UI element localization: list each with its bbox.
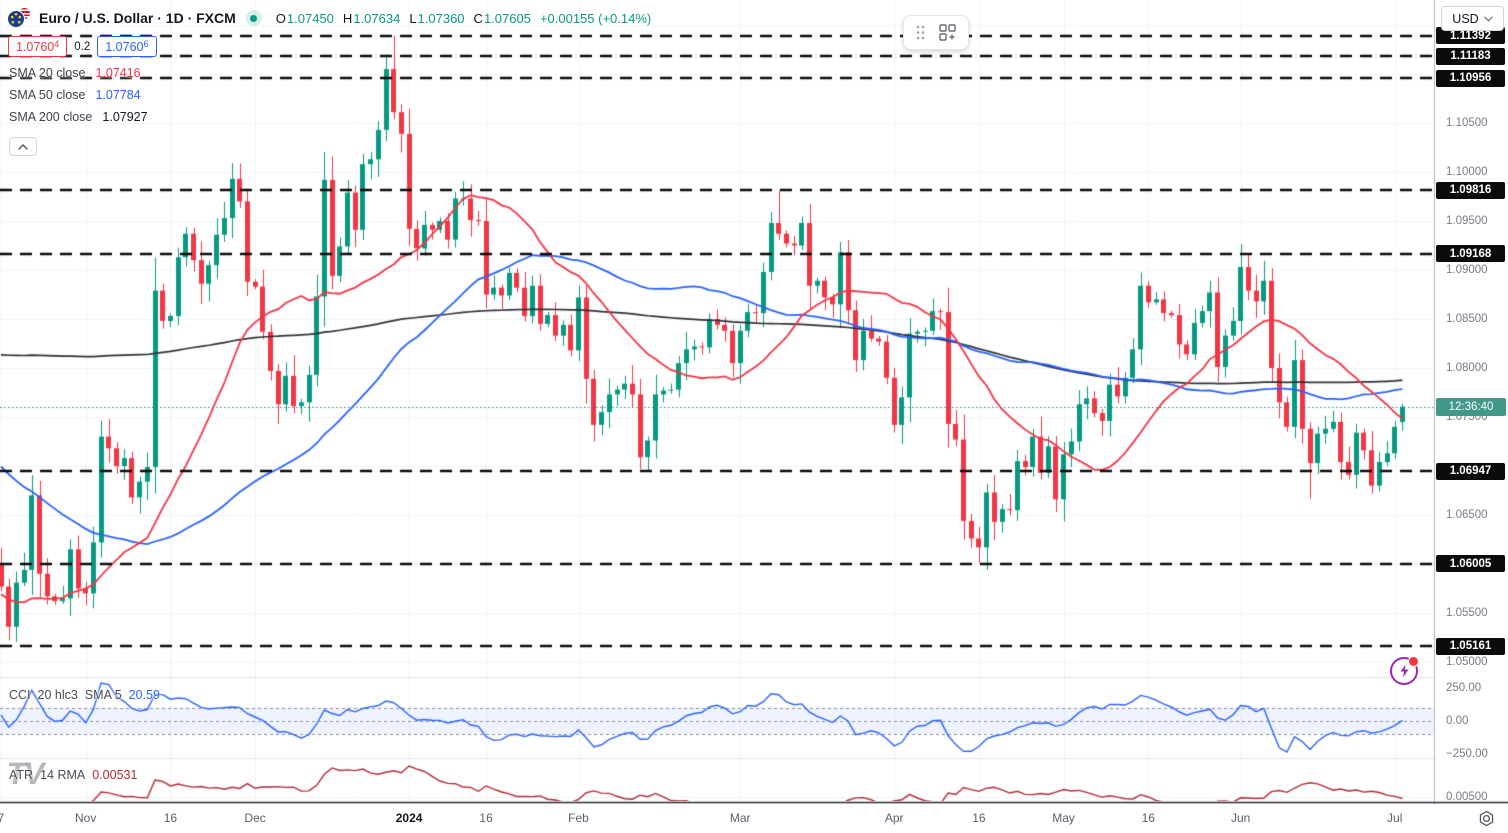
price-tick: 1.08500	[1446, 313, 1488, 325]
time-tick: 16	[1141, 811, 1155, 825]
price-tick: 1.10500	[1446, 117, 1488, 129]
atr-label: ATR	[9, 768, 34, 782]
price-scale[interactable]: 1.10500 1.10000 1.09500 1.09000 1.08500 1.080…	[1434, 0, 1508, 803]
legend-row-sma20[interactable]: SMA 20 close 1.07416	[9, 66, 148, 80]
sell-price-button[interactable]: 1.0760 4	[8, 36, 68, 57]
ask-price: 1.0760	[105, 39, 144, 54]
time-tick: 16	[163, 811, 178, 825]
time-tick: Jul	[1387, 811, 1403, 825]
price-tick: 1.05000	[1446, 656, 1488, 668]
ohlc-item: L 1.07360	[409, 10, 465, 26]
axis-settings-button[interactable]	[1476, 808, 1496, 828]
ohlc-values: O 1.07450 H 1.07634 L 1.07360 C 1.07605 +0.00155…	[276, 11, 651, 26]
gear-hexagon-icon	[1479, 810, 1493, 826]
time-tick: Mar	[729, 811, 751, 825]
lightning-icon	[1400, 664, 1408, 678]
sma200-label: SMA 200 close	[9, 110, 93, 124]
price-tick: 1.09500	[1446, 215, 1488, 227]
time-tick: 7	[0, 811, 5, 825]
notification-dot	[1408, 656, 1419, 667]
atr-indicator-row[interactable]: ATR 14 RMA 0.00531	[9, 768, 137, 782]
sma200-value: 1.07927	[102, 110, 148, 124]
symbol-title[interactable]: Euro / U.S. Dollar · 1D · FXCM	[39, 10, 236, 26]
cci-value: 20.59	[128, 688, 160, 702]
spread-value: 0.2	[74, 40, 91, 53]
ohlc-item: O 1.07450	[275, 10, 334, 26]
time-tick: Nov	[75, 811, 97, 825]
currency-label: USD	[1452, 11, 1479, 26]
quick-actions-lightning-button[interactable]	[1390, 656, 1419, 685]
cci-tick: −250.00	[1446, 748, 1488, 760]
chevron-up-icon	[18, 143, 28, 150]
symbol-icon-eurusd[interactable]	[8, 8, 31, 28]
cci-params: 20 hlc3	[37, 688, 78, 702]
legend-collapse-button[interactable]	[9, 137, 37, 156]
ask-price-pip: 6	[143, 39, 149, 49]
bid-price: 1.0760	[16, 39, 55, 54]
price-tick: 1.06500	[1446, 509, 1488, 521]
price-level-label: 1.10956	[1436, 69, 1505, 87]
price-tick: 1.09000	[1446, 264, 1488, 276]
cci-indicator-row[interactable]: CCI 20 hlc3 SMA 5 20.59	[9, 688, 160, 702]
time-tick: 2024	[395, 811, 423, 825]
time-tick: 16	[479, 811, 493, 825]
price-tick: 1.05500	[1446, 607, 1488, 619]
time-scale[interactable]: 7 Nov 16 Dec 2024 16 Feb Mar Apr 16 May 16 Jun Jul	[0, 804, 1508, 833]
price-level-label: 1.09816	[1436, 181, 1505, 199]
time-tick: Feb	[568, 811, 589, 825]
legend-row-sma200[interactable]: SMA 200 close 1.07927	[9, 110, 148, 124]
chevron-down-icon	[1483, 16, 1493, 22]
atr-params: 14 RMA	[40, 768, 86, 782]
sma50-label: SMA 50 close	[9, 88, 86, 102]
price-level-label: 1.11392	[1436, 27, 1505, 45]
cci-smoothing-label: SMA 5	[84, 688, 122, 702]
bid-ask-row: 1.0760 4 0.2 1.0760 6	[8, 36, 157, 57]
indicator-legend: SMA 20 close 1.07416 SMA 50 close 1.0778…	[9, 66, 148, 124]
cci-tick: 0.00	[1446, 715, 1469, 727]
atr-value: 0.00531	[92, 768, 138, 782]
price-tick: 1.08000	[1446, 362, 1488, 374]
bar-countdown-label: 12:36:40	[1436, 397, 1506, 416]
bid-price-pip: 4	[54, 39, 60, 49]
floating-pane-toolbar	[903, 15, 969, 50]
time-tick: Jun	[1231, 811, 1251, 825]
time-tick: Apr	[884, 811, 904, 825]
ohlc-item: C 1.07605	[473, 10, 531, 26]
ohlc-item: +0.00155 (+0.14%)	[539, 10, 652, 26]
cci-tick: 250.00	[1446, 682, 1482, 694]
price-level-label: 1.09168	[1436, 245, 1505, 263]
buy-price-button[interactable]: 1.0760 6	[97, 36, 157, 57]
sma20-value: 1.07416	[95, 66, 141, 80]
time-tick: Dec	[244, 811, 266, 825]
drag-handle-icon[interactable]	[914, 23, 927, 42]
price-level-label: 1.06947	[1436, 462, 1505, 480]
price-level-label: 1.05161	[1436, 637, 1505, 655]
symbol-header: Euro / U.S. Dollar · 1D · FXCM O 1.07450 H…	[8, 7, 651, 29]
atr-tick: 0.00500	[1446, 791, 1488, 803]
price-level-label: 1.11183	[1436, 47, 1505, 65]
ohlc-item: H 1.07634	[342, 10, 401, 26]
price-tick: 1.10000	[1446, 166, 1488, 178]
price-level-label: 1.06005	[1436, 555, 1505, 572]
legend-row-sma50[interactable]: SMA 50 close 1.07784	[9, 88, 148, 102]
cci-label: CCI	[9, 688, 31, 702]
time-tick: May	[1052, 811, 1075, 825]
price-scale-currency-dropdown[interactable]: USD	[1441, 6, 1504, 31]
sma20-label: SMA 20 close	[9, 66, 86, 80]
time-tick: 16	[972, 811, 986, 825]
sma50-value: 1.07784	[95, 88, 141, 102]
market-open-status-icon[interactable]	[245, 10, 262, 26]
manage-layout-icon[interactable]	[937, 22, 958, 43]
